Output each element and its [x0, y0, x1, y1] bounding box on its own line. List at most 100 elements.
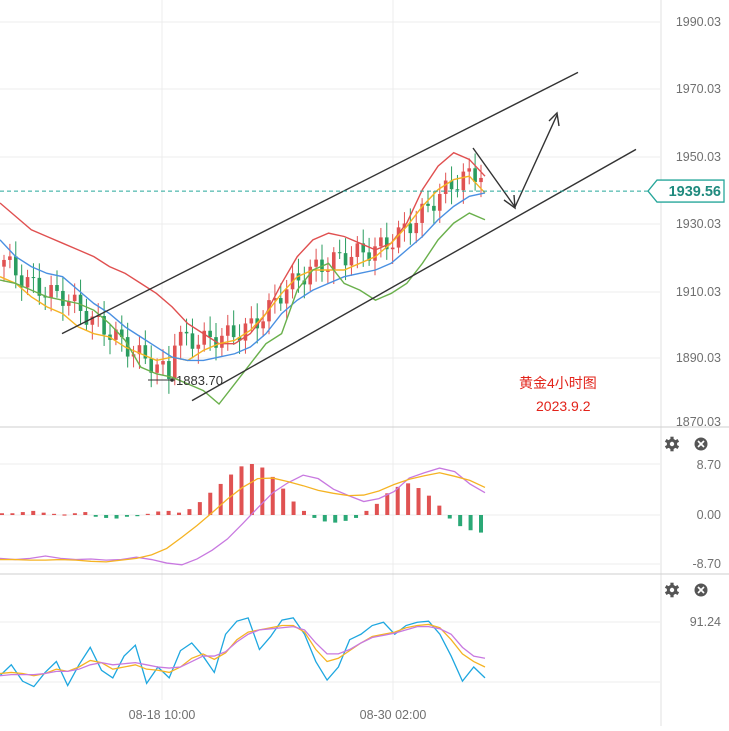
candle-body [208, 330, 212, 338]
kdj-pane[interactable]: 91.24 [0, 615, 721, 688]
macd-bar [343, 515, 348, 521]
macd-bar [260, 467, 265, 515]
candle-body [355, 243, 360, 257]
price-tick: 1890.03 [676, 351, 721, 365]
candle-body [167, 361, 171, 379]
macd-line [0, 467, 486, 566]
candle-body [302, 280, 307, 285]
candle-body [155, 364, 159, 373]
macd-tick: 8.70 [697, 458, 721, 472]
candle-body [72, 294, 77, 302]
macd-pane[interactable]: 8.70 0.00 -8.70 [0, 458, 721, 571]
forecast-arrows[interactable] [472, 111, 560, 210]
candle-body [384, 237, 389, 250]
candle-body [349, 256, 354, 266]
time-axis[interactable]: 08-18 10:00 08-30 02:00 [129, 708, 427, 722]
macd-bar [291, 501, 296, 515]
candle-body [326, 269, 330, 272]
candle-body [284, 289, 289, 304]
candle-body [13, 256, 18, 276]
kdj-tick: 91.24 [690, 615, 721, 629]
current-price-badge: 1939.56 [647, 179, 725, 203]
macd-bar [270, 476, 275, 515]
candle-body [432, 205, 436, 211]
macd-bar [406, 483, 411, 515]
candle-body [149, 358, 154, 373]
macd-bar [10, 513, 15, 515]
candle-body [390, 247, 395, 250]
macd-bar [468, 515, 473, 531]
candle-body [331, 252, 336, 270]
arrow-up-icon [548, 111, 560, 127]
candle-body [314, 259, 318, 267]
macd-bar [0, 513, 4, 515]
candle-body [161, 361, 165, 365]
price-axis[interactable]: 1990.03 1970.03 1950.03 1930.03 1910.03 … [676, 15, 721, 429]
macd-bar [301, 510, 306, 515]
candle-body [143, 345, 148, 359]
macd-bar [479, 515, 483, 533]
chart-title: 黄金4小时图 [519, 375, 597, 391]
candle-body [337, 252, 342, 254]
ma-line [0, 175, 486, 362]
macd-tick: -8.70 [693, 557, 722, 571]
candle-body [278, 298, 283, 304]
candle-body [379, 237, 383, 247]
candle-body [414, 222, 419, 234]
candle-body [190, 333, 195, 349]
candle-body [455, 189, 460, 191]
gear-icon [664, 582, 680, 598]
forecast-path[interactable] [472, 114, 558, 209]
candle-body [31, 277, 36, 279]
candle-body [308, 266, 313, 285]
kdj-close-button[interactable] [694, 583, 708, 597]
price-tick: 1910.03 [676, 285, 721, 299]
macd-bar [62, 514, 67, 516]
price-tick: 1930.03 [676, 217, 721, 231]
candle-body [273, 298, 277, 301]
macd-bar [322, 515, 327, 522]
kdj-lines [0, 617, 486, 688]
macd-bar [447, 515, 452, 519]
macd-bar [416, 488, 421, 515]
macd-bar [177, 512, 182, 515]
macd-bar [239, 466, 244, 515]
price-tick: 1970.03 [676, 82, 721, 96]
macd-bar [197, 502, 202, 515]
candle-body [361, 243, 366, 253]
candle-body [196, 344, 201, 349]
candle-body [225, 325, 230, 336]
candle-body [125, 337, 130, 357]
candle-body [84, 310, 89, 325]
candle-body [237, 337, 242, 341]
moving-averages [0, 151, 486, 406]
gear-icon [664, 436, 680, 452]
price-tick: 1950.03 [676, 150, 721, 164]
macd-bar [281, 488, 286, 515]
candle-body [37, 277, 42, 296]
channel-upper-trendline[interactable] [61, 71, 579, 335]
channel-lower-trendline[interactable] [191, 148, 637, 402]
macd-bar [104, 515, 109, 518]
price-tick: 1870.03 [676, 415, 721, 429]
price-pane[interactable]: 1883.70 黄金4小时图 2023.9.2 1990.03 1970.03 … [0, 15, 725, 429]
candle-body [178, 331, 183, 346]
macd-bar [437, 505, 442, 515]
macd-histogram [0, 464, 483, 533]
candle-body [408, 223, 413, 234]
macd-bar [114, 515, 119, 519]
macd-bar [41, 512, 46, 515]
macd-bar [218, 483, 223, 515]
macd-bar [135, 515, 140, 517]
macd-settings-button[interactable] [664, 436, 680, 452]
candle-body [220, 335, 224, 348]
macd-bar [458, 515, 463, 527]
macd-bar [364, 510, 369, 515]
macd-close-button[interactable] [694, 437, 708, 451]
candle-body [2, 259, 6, 267]
kdj-settings-button[interactable] [664, 582, 680, 598]
candle-body [137, 345, 142, 355]
kdj-line [0, 617, 486, 688]
kdj-line [0, 625, 486, 677]
